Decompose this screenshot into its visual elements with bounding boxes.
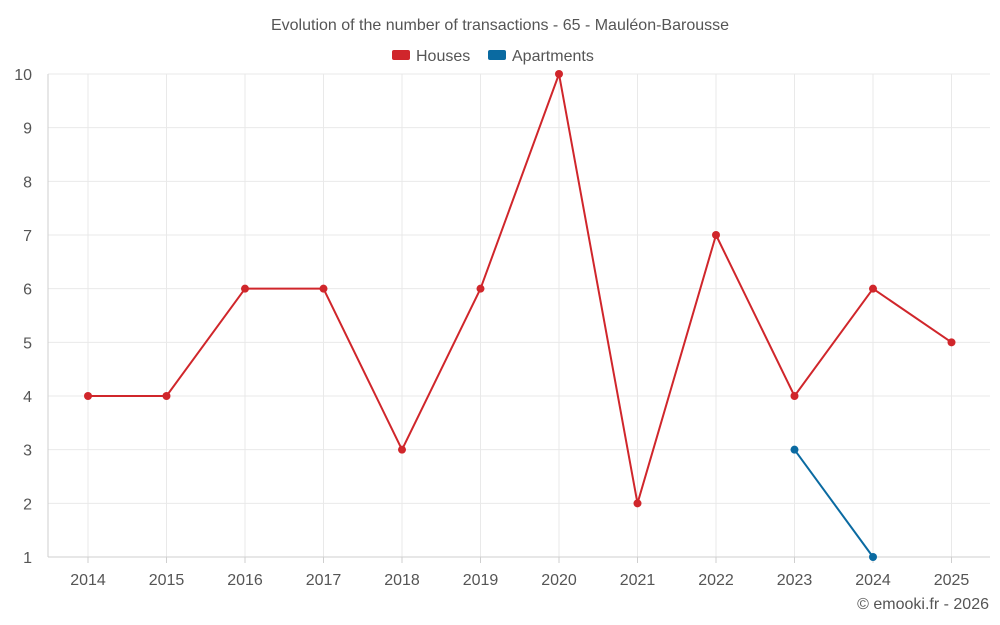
x-tick-label: 2016 bbox=[227, 572, 263, 589]
data-point-houses-2015[interactable] bbox=[162, 392, 171, 400]
x-tick-label: 2024 bbox=[855, 572, 891, 589]
data-point-houses-2019[interactable] bbox=[476, 284, 485, 293]
chart-title: Evolution of the number of transactions … bbox=[271, 17, 729, 34]
data-point-houses-2016[interactable] bbox=[241, 284, 249, 293]
y-tick-label: 6 bbox=[23, 282, 32, 299]
credit-text: © emooki.fr - 2026 bbox=[857, 596, 989, 613]
y-tick-label: 2 bbox=[23, 496, 32, 513]
x-tick-label: 2019 bbox=[463, 572, 499, 589]
y-tick-label: 10 bbox=[14, 67, 32, 84]
x-tick-label: 2015 bbox=[149, 572, 185, 589]
y-tick-label: 7 bbox=[23, 228, 32, 245]
series bbox=[84, 70, 956, 561]
x-tick-label: 2023 bbox=[777, 572, 813, 589]
x-tick-label: 2021 bbox=[620, 572, 656, 589]
y-tick-label: 4 bbox=[23, 389, 32, 406]
x-tick-label: 2018 bbox=[384, 572, 420, 589]
data-point-houses-2022[interactable] bbox=[712, 231, 720, 239]
gridlines bbox=[48, 73, 990, 557]
x-axis-ticks: 2014 2015 2016 2017 2018 2019 2020 2021 2022 2023… bbox=[70, 572, 969, 589]
legend-swatch-houses bbox=[392, 50, 410, 60]
y-tick-label: 8 bbox=[23, 174, 32, 191]
x-tick-label: 2025 bbox=[934, 572, 970, 589]
y-tick-label: 9 bbox=[23, 121, 32, 138]
legend-item-apartments[interactable]: Apartments bbox=[488, 48, 594, 65]
data-point-houses-2017[interactable] bbox=[319, 284, 328, 293]
data-point-houses-2020[interactable] bbox=[555, 70, 563, 78]
y-tick-label: 3 bbox=[23, 443, 32, 460]
legend-label-apartments: Apartments bbox=[512, 48, 594, 65]
series-line-apartments bbox=[793, 449, 874, 558]
x-tick-label: 2022 bbox=[698, 572, 734, 589]
y-axis-ticks: 1 2 3 4 5 6 7 8 9 10 bbox=[14, 67, 32, 567]
data-point-apartments-2024[interactable] bbox=[869, 553, 877, 561]
data-point-apartments-2023[interactable] bbox=[790, 445, 799, 454]
data-point-houses-2024[interactable] bbox=[869, 284, 877, 293]
legend-label-houses: Houses bbox=[416, 48, 470, 65]
x-tick-label: 2014 bbox=[70, 572, 106, 589]
data-point-houses-2025[interactable] bbox=[947, 338, 956, 347]
data-point-houses-2018[interactable] bbox=[398, 445, 406, 454]
series-houses bbox=[84, 70, 956, 508]
series-apartments bbox=[790, 445, 877, 561]
data-point-houses-2014[interactable] bbox=[84, 392, 92, 400]
x-tick-label: 2020 bbox=[541, 572, 577, 589]
legend-item-houses[interactable]: Houses bbox=[392, 48, 470, 65]
legend: Houses Apartments bbox=[392, 48, 594, 65]
x-tick-label: 2017 bbox=[306, 572, 342, 589]
series-line-houses bbox=[88, 73, 953, 505]
y-tick-label: 5 bbox=[23, 335, 32, 352]
data-point-houses-2023[interactable] bbox=[790, 392, 799, 400]
data-point-houses-2021[interactable] bbox=[633, 499, 642, 508]
y-tick-label: 1 bbox=[23, 550, 32, 567]
axes bbox=[47, 74, 990, 563]
legend-swatch-apartments bbox=[488, 50, 506, 60]
